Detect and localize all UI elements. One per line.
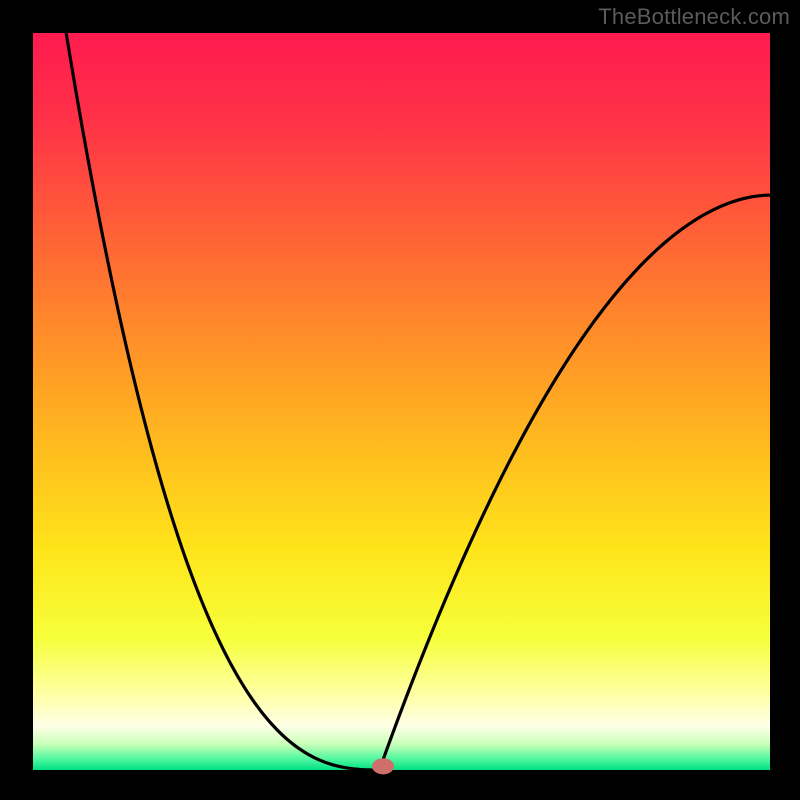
plot-background — [33, 33, 770, 770]
dip-marker — [372, 758, 394, 774]
bottleneck-chart — [0, 0, 800, 800]
chart-stage: TheBottleneck.com — [0, 0, 800, 800]
